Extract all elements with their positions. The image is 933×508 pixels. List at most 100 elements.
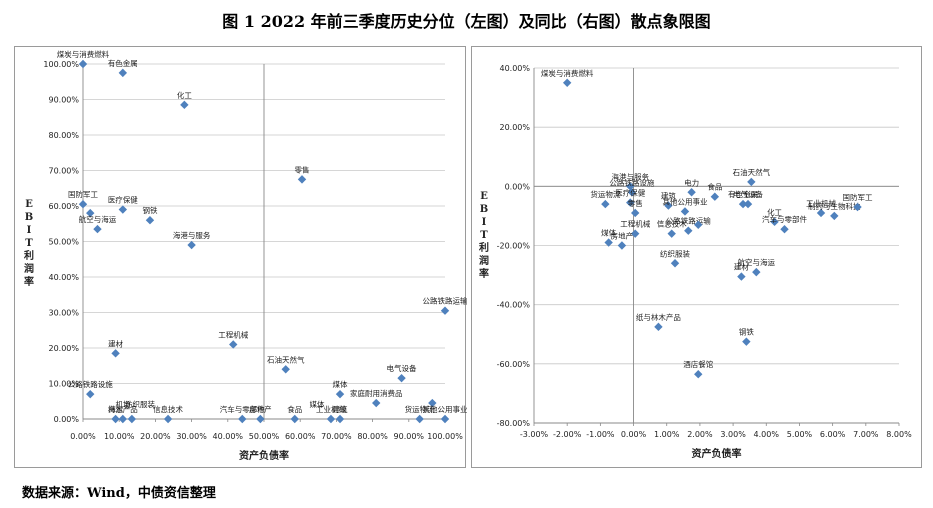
x-tick-label: 80.00%	[357, 432, 388, 441]
x-tick-label: 90.00%	[394, 432, 425, 441]
data-point	[111, 414, 120, 424]
x-tick-label: 60.00%	[285, 432, 316, 441]
data-point-label: 纺织服装	[660, 248, 690, 258]
x-tick-label: 70.00%	[321, 432, 352, 441]
annotation-label: 机场	[116, 399, 131, 409]
data-point-label: 食品	[287, 404, 302, 414]
y-tick-label: 60.00%	[48, 202, 79, 211]
y-tick-label: 0.00%	[54, 415, 80, 424]
figure-title: 图 1 2022 年前三季度历史分位（左图）及同比（右图）散点象限图	[222, 12, 711, 31]
data-point-label: 煤炭与消费燃料	[57, 49, 110, 59]
data-point-label: 汽车与零部件	[762, 214, 807, 224]
data-point-label: 工程机械	[620, 219, 650, 229]
left-chart-panel: 0.00% 10.00% 20.00% 30.00% 40.00% 50.00% 60.00…	[14, 46, 468, 468]
data-point	[440, 414, 450, 424]
data-point	[86, 389, 95, 399]
data-point-label: 煤体	[333, 379, 348, 389]
data-point	[326, 414, 336, 424]
data-point-label: 建筑	[333, 404, 348, 414]
data-point	[372, 398, 381, 408]
y-axis-label-char: 率	[479, 267, 489, 280]
left-scatter-chart: 0.00% 10.00% 20.00% 30.00% 40.00% 50.00% 60.00…	[24, 49, 468, 462]
y-tick-label: 10.00%	[48, 380, 79, 389]
data-point	[111, 349, 120, 358]
data-point-label: 公路铁路运输	[666, 216, 711, 226]
data-point-label: 煤体	[601, 228, 617, 238]
data-point	[297, 175, 307, 184]
data-point-label: 房地产	[611, 231, 634, 241]
y-tick-label: -20.00%	[497, 242, 531, 251]
data-point	[601, 199, 610, 209]
x-tick-label: 30.00%	[176, 432, 207, 441]
y-axis-label-char: E	[25, 199, 33, 210]
x-tick-label: 10.00%	[104, 432, 135, 441]
data-point-label: 建材	[734, 262, 749, 272]
y-axis-label-char: 利	[479, 241, 489, 254]
data-point	[670, 259, 680, 268]
y-axis-label-char: E	[480, 191, 488, 202]
data-point	[780, 225, 789, 234]
data-point	[694, 220, 703, 229]
y-tick-label: 20.00%	[499, 123, 530, 132]
data-point-label: 医疗保健	[108, 195, 138, 205]
y-tick-label: 30.00%	[48, 309, 79, 318]
data-point-label: 林木产品	[108, 404, 138, 414]
y-axis-label-char: B	[480, 204, 488, 215]
data-point-label: 国防军工	[68, 189, 98, 199]
annotation-label: 媒体	[310, 399, 325, 409]
y-axis-label-char: 润	[479, 254, 489, 267]
y-tick-label: 50.00%	[48, 238, 79, 247]
data-point-label: 零售	[295, 164, 310, 174]
data-point	[86, 208, 95, 218]
x-tick-label: 4.00%	[754, 430, 780, 439]
data-point	[830, 211, 839, 221]
data-point	[163, 414, 173, 424]
data-point	[93, 224, 102, 234]
y-tick-label: 40.00%	[499, 64, 530, 73]
data-point-label: 钢铁	[739, 327, 754, 337]
data-point	[667, 229, 676, 238]
data-point-label: 电力	[684, 177, 699, 187]
y-tick-label: 100.00%	[43, 60, 79, 69]
data-point-label: 货运物流	[405, 404, 435, 414]
data-point	[816, 208, 826, 218]
data-point-label: 有色金属	[728, 189, 758, 199]
data-point	[127, 414, 137, 424]
data-point	[397, 373, 406, 383]
data-point	[428, 398, 437, 408]
data-point-label: 工业机械	[806, 198, 836, 208]
y-tick-label: 20.00%	[48, 344, 79, 353]
data-point	[664, 201, 673, 210]
data-point-label: 货运物流	[590, 189, 620, 199]
right-scatter-chart: 40.00% 20.00% 0.00% -20.00% -40.00% -60.00% -8…	[479, 64, 912, 460]
x-tick-label: 2.00%	[687, 430, 713, 439]
data-point-label: 电气设备	[387, 363, 417, 373]
annotation-label: 纺织服装	[125, 399, 155, 409]
data-point	[694, 369, 703, 379]
data-point	[631, 208, 640, 218]
data-point-label: 航空与海运	[738, 257, 776, 267]
y-tick-label: -60.00%	[497, 360, 531, 369]
data-point-label: 工程机械	[218, 329, 248, 339]
data-point	[752, 267, 761, 277]
data-point	[654, 322, 663, 332]
data-point-label: 纸与林木产品	[636, 312, 681, 322]
data-point-label: 其他公用事业	[423, 404, 468, 414]
data-point-label: 海港与服务	[611, 171, 649, 181]
data-point	[627, 188, 637, 197]
y-axis-label-char: 率	[24, 275, 34, 288]
data-point-label: 零售	[628, 198, 643, 208]
data-point	[238, 414, 247, 424]
y-axis-label-char: T	[480, 230, 488, 241]
y-axis-label-char: 利	[24, 249, 34, 262]
data-point-label: 食品	[707, 182, 722, 192]
data-point-label: 工业机械	[316, 404, 346, 414]
data-point-label: 公路铁路运输	[423, 296, 468, 306]
data-point-label: 公路铁路设施	[609, 177, 654, 187]
data-point-label: 建筑	[661, 191, 676, 201]
x-tick-label: 0.00%	[621, 430, 647, 439]
data-point-label: 有色金属	[108, 58, 138, 68]
y-tick-label: 40.00%	[48, 273, 79, 282]
y-axis-label-char: T	[25, 238, 33, 249]
data-point	[78, 200, 88, 209]
